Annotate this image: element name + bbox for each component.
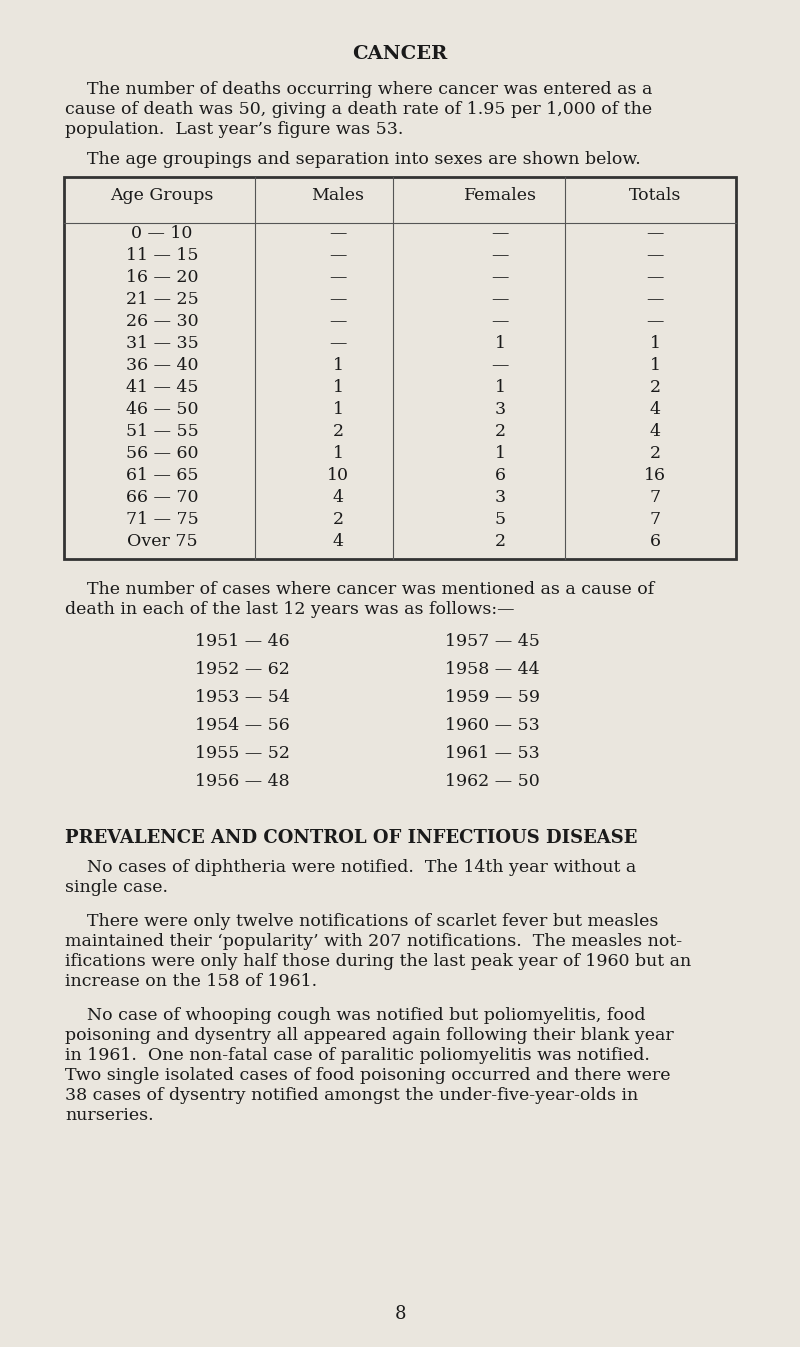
Text: Totals: Totals — [629, 187, 681, 205]
Text: 6: 6 — [650, 533, 661, 551]
Text: population.  Last year’s figure was 53.: population. Last year’s figure was 53. — [65, 121, 403, 137]
Text: —: — — [646, 269, 664, 287]
Text: 71 — 75: 71 — 75 — [126, 512, 198, 528]
Text: —: — — [491, 357, 509, 374]
Text: —: — — [330, 335, 346, 353]
Text: No cases of diphtheria were notified.  The 14th year without a: No cases of diphtheria were notified. Th… — [65, 859, 636, 876]
Text: increase on the 158 of 1961.: increase on the 158 of 1961. — [65, 973, 317, 990]
Text: nurseries.: nurseries. — [65, 1107, 154, 1123]
Text: No case of whooping cough was notified but poliomyelitis, food: No case of whooping cough was notified b… — [65, 1008, 646, 1024]
Text: 61 — 65: 61 — 65 — [126, 467, 198, 485]
Text: 4: 4 — [650, 423, 661, 440]
Text: CANCER: CANCER — [352, 44, 448, 63]
Text: 1954 — 56: 1954 — 56 — [195, 717, 290, 734]
Text: 21 — 25: 21 — 25 — [126, 291, 198, 308]
Text: —: — — [491, 291, 509, 308]
Text: poisoning and dysentry all appeared again following their blank year: poisoning and dysentry all appeared agai… — [65, 1026, 674, 1044]
Text: —: — — [491, 314, 509, 330]
Text: 16: 16 — [644, 467, 666, 485]
Text: 1951 — 46: 1951 — 46 — [195, 633, 290, 651]
Text: —: — — [491, 269, 509, 287]
Text: 4: 4 — [333, 489, 343, 506]
Text: 1958 — 44: 1958 — 44 — [445, 661, 540, 678]
Text: cause of death was 50, giving a death rate of 1.95 per 1,000 of the: cause of death was 50, giving a death ra… — [65, 101, 652, 119]
Text: single case.: single case. — [65, 880, 168, 896]
Text: 2: 2 — [333, 512, 343, 528]
Text: 0 — 10: 0 — 10 — [131, 225, 193, 242]
Text: —: — — [330, 269, 346, 287]
Text: 7: 7 — [650, 512, 661, 528]
Text: ifications were only half those during the last peak year of 1960 but an: ifications were only half those during t… — [65, 952, 691, 970]
Text: 1: 1 — [494, 380, 506, 396]
Text: 1: 1 — [333, 380, 343, 396]
Text: The age groupings and separation into sexes are shown below.: The age groupings and separation into se… — [65, 151, 641, 168]
Text: Over 75: Over 75 — [126, 533, 198, 551]
Text: —: — — [330, 291, 346, 308]
Text: 10: 10 — [327, 467, 349, 485]
Text: 2: 2 — [494, 423, 506, 440]
Text: Age Groups: Age Groups — [110, 187, 214, 205]
Text: 1956 — 48: 1956 — 48 — [195, 773, 290, 789]
Text: 1955 — 52: 1955 — 52 — [195, 745, 290, 762]
Text: 1953 — 54: 1953 — 54 — [195, 690, 290, 706]
Text: 1: 1 — [333, 357, 343, 374]
Text: 46 — 50: 46 — 50 — [126, 401, 198, 419]
Text: death in each of the last 12 years was as follows:—: death in each of the last 12 years was a… — [65, 601, 514, 618]
Text: 38 cases of dysentry notified amongst the under-five-year-olds in: 38 cases of dysentry notified amongst th… — [65, 1087, 638, 1105]
Text: maintained their ‘popularity’ with 207 notifications.  The measles not-: maintained their ‘popularity’ with 207 n… — [65, 933, 682, 950]
Text: 56 — 60: 56 — 60 — [126, 446, 198, 462]
Text: 31 — 35: 31 — 35 — [126, 335, 198, 353]
Text: 1: 1 — [650, 335, 661, 353]
Text: 7: 7 — [650, 489, 661, 506]
Text: in 1961.  One non-fatal case of paralitic poliomyelitis was notified.: in 1961. One non-fatal case of paralitic… — [65, 1047, 650, 1064]
Text: 1961 — 53: 1961 — 53 — [445, 745, 540, 762]
Text: 1952 — 62: 1952 — 62 — [195, 661, 290, 678]
Text: —: — — [491, 225, 509, 242]
Text: 1: 1 — [333, 401, 343, 419]
Text: —: — — [646, 248, 664, 264]
Text: The number of deaths occurring where cancer was entered as a: The number of deaths occurring where can… — [65, 81, 652, 98]
Text: 2: 2 — [494, 533, 506, 551]
Text: Two single isolated cases of food poisoning occurred and there were: Two single isolated cases of food poison… — [65, 1067, 670, 1084]
Text: 11 — 15: 11 — 15 — [126, 248, 198, 264]
Text: 4: 4 — [650, 401, 661, 419]
Text: —: — — [646, 314, 664, 330]
Text: 3: 3 — [494, 401, 506, 419]
Text: 1959 — 59: 1959 — 59 — [445, 690, 540, 706]
Text: 51 — 55: 51 — 55 — [126, 423, 198, 440]
Text: —: — — [330, 248, 346, 264]
Text: 1962 — 50: 1962 — 50 — [445, 773, 540, 789]
Text: There were only twelve notifications of scarlet fever but measles: There were only twelve notifications of … — [65, 913, 658, 929]
Text: 3: 3 — [494, 489, 506, 506]
Text: 1: 1 — [333, 446, 343, 462]
Text: 16 — 20: 16 — 20 — [126, 269, 198, 287]
Text: —: — — [646, 291, 664, 308]
Text: PREVALENCE AND CONTROL OF INFECTIOUS DISEASE: PREVALENCE AND CONTROL OF INFECTIOUS DIS… — [65, 828, 638, 847]
Text: 6: 6 — [494, 467, 506, 485]
Text: —: — — [646, 225, 664, 242]
Bar — [64, 176, 736, 559]
Text: Females: Females — [463, 187, 537, 205]
Text: 66 — 70: 66 — 70 — [126, 489, 198, 506]
Text: —: — — [330, 225, 346, 242]
Text: 5: 5 — [494, 512, 506, 528]
Text: 8: 8 — [394, 1305, 406, 1323]
Text: The number of cases where cancer was mentioned as a cause of: The number of cases where cancer was men… — [65, 581, 654, 598]
Text: 2: 2 — [650, 380, 661, 396]
Text: 26 — 30: 26 — 30 — [126, 314, 198, 330]
Text: 41 — 45: 41 — 45 — [126, 380, 198, 396]
Text: 1: 1 — [650, 357, 661, 374]
Text: 4: 4 — [333, 533, 343, 551]
Text: 2: 2 — [650, 446, 661, 462]
Text: 1: 1 — [494, 446, 506, 462]
Text: 36 — 40: 36 — 40 — [126, 357, 198, 374]
Text: —: — — [330, 314, 346, 330]
Text: Males: Males — [311, 187, 365, 205]
Text: —: — — [491, 248, 509, 264]
Text: 1: 1 — [494, 335, 506, 353]
Text: 1957 — 45: 1957 — 45 — [445, 633, 540, 651]
Text: 1960 — 53: 1960 — 53 — [445, 717, 540, 734]
Text: 2: 2 — [333, 423, 343, 440]
